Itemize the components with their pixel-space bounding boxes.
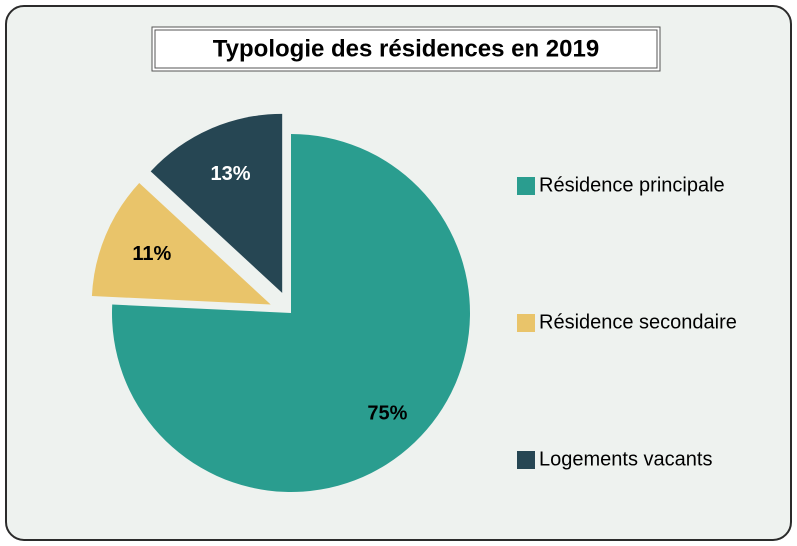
title-box-inner: [154, 29, 658, 69]
chart-title: Typologie des résidences en 2019: [213, 35, 599, 62]
pie-slice: [111, 134, 470, 492]
legend-label: Logements vacants: [539, 448, 712, 470]
legend-label: Résidence secondaire: [539, 311, 737, 333]
title-box: [151, 26, 661, 72]
data-label: 75%: [367, 402, 407, 424]
legend-swatch: [517, 177, 535, 195]
pie-slice: [150, 113, 283, 293]
data-label: 13%: [210, 163, 250, 185]
pie-slice: [91, 183, 271, 305]
legend-label: Résidence principale: [539, 174, 725, 196]
legend-swatch: [517, 314, 535, 332]
legend-swatch: [517, 451, 535, 469]
data-label: 11%: [132, 243, 171, 265]
